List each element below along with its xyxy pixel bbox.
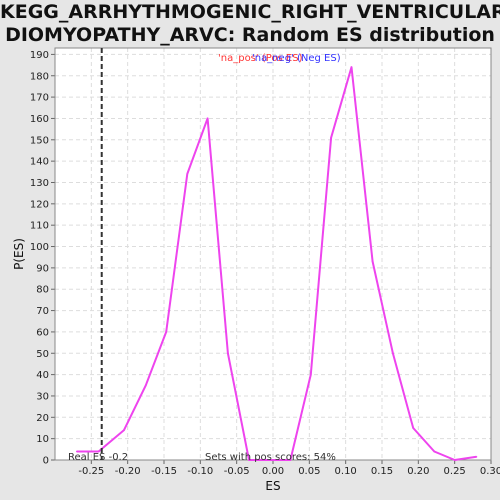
y-tick-label: 110	[30, 221, 49, 232]
y-tick-label: 150	[30, 135, 49, 146]
data-point	[309, 373, 312, 376]
data-point	[268, 459, 271, 461]
x-tick-label: 0.20	[407, 466, 429, 477]
x-tick-label: -0.20	[115, 466, 141, 477]
data-point	[453, 459, 456, 461]
y-tick-label: 50	[36, 349, 49, 360]
es-distribution-line	[76, 66, 477, 461]
y-tick-label: 70	[36, 306, 49, 317]
data-point	[123, 429, 125, 431]
x-tick-label: 0.25	[444, 466, 466, 477]
y-tick-label: 100	[30, 242, 49, 253]
y-tick-label: 170	[30, 93, 49, 104]
y-tick-label: 140	[30, 157, 49, 168]
x-tick-label: 0.05	[298, 466, 320, 477]
data-point	[412, 427, 415, 429]
x-tick-label: -0.25	[78, 466, 104, 477]
data-point	[186, 173, 189, 175]
grid	[55, 48, 492, 461]
y-tick-label: 180	[30, 71, 49, 82]
y-tick-label: 80	[36, 285, 49, 296]
legend-pos-label: 'na_pos' (Pos ES)	[218, 53, 303, 64]
y-tick-label: 130	[30, 178, 49, 189]
x-tick-label: -0.05	[224, 466, 250, 477]
data-point	[165, 331, 167, 333]
data-point	[475, 455, 478, 458]
data-point	[433, 450, 436, 453]
y-tick-label: 190	[30, 50, 49, 61]
x-tick-label: 0.30	[480, 466, 500, 477]
x-tick-label: -0.10	[187, 466, 213, 477]
axes: 0 10 20 30 40 50 60 70 80 90 100 110 120 130 140 150 160…	[30, 47, 500, 477]
data-point	[145, 384, 147, 387]
legend-neg-label: 'na_neg' (Neg ES)	[252, 53, 341, 64]
chart-title: KEGG_ARRHYTHMOGENIC_RIGHT_VENTRICULAR_CA…	[0, 1, 500, 47]
y-tick-label: 20	[36, 413, 49, 424]
x-tick-label: -0.15	[151, 466, 177, 477]
y-tick-label: 10	[36, 434, 49, 445]
data-point	[206, 117, 209, 120]
data-point	[227, 352, 229, 355]
real-es-label: Real ES -0.2	[68, 452, 128, 463]
chart-title-line-1: KEGG_ARRHYTHMOGENIC_RIGHT_VENTRICULAR_CA…	[0, 1, 500, 23]
y-tick-label: 40	[36, 370, 49, 381]
pos-scores-label: Sets with pos scores: 54%	[205, 452, 336, 463]
data-point	[371, 260, 374, 263]
y-tick-label: 0	[43, 456, 49, 467]
series	[76, 66, 478, 461]
y-tick-label: 60	[36, 327, 49, 338]
data-point	[350, 66, 353, 69]
x-tick-label: 0.10	[335, 466, 357, 477]
y-axis-label: P(ES)	[12, 238, 26, 270]
y-tick-label: 30	[36, 391, 49, 402]
x-axis-label: ES	[265, 479, 280, 493]
data-point	[248, 459, 250, 461]
data-point	[76, 450, 78, 453]
x-tick-label: 0.15	[371, 466, 393, 477]
chart-title-line-2: DIOMYOPATHY_ARVC: Random ES distribution	[5, 24, 495, 46]
data-point	[330, 136, 332, 139]
x-tick-label: 0.00	[262, 466, 284, 477]
y-tick-label: 90	[36, 263, 49, 274]
y-tick-label: 160	[30, 114, 49, 125]
data-point	[392, 352, 394, 355]
data-point	[289, 459, 292, 461]
y-tick-label: 120	[30, 199, 49, 210]
data-point	[97, 450, 100, 453]
